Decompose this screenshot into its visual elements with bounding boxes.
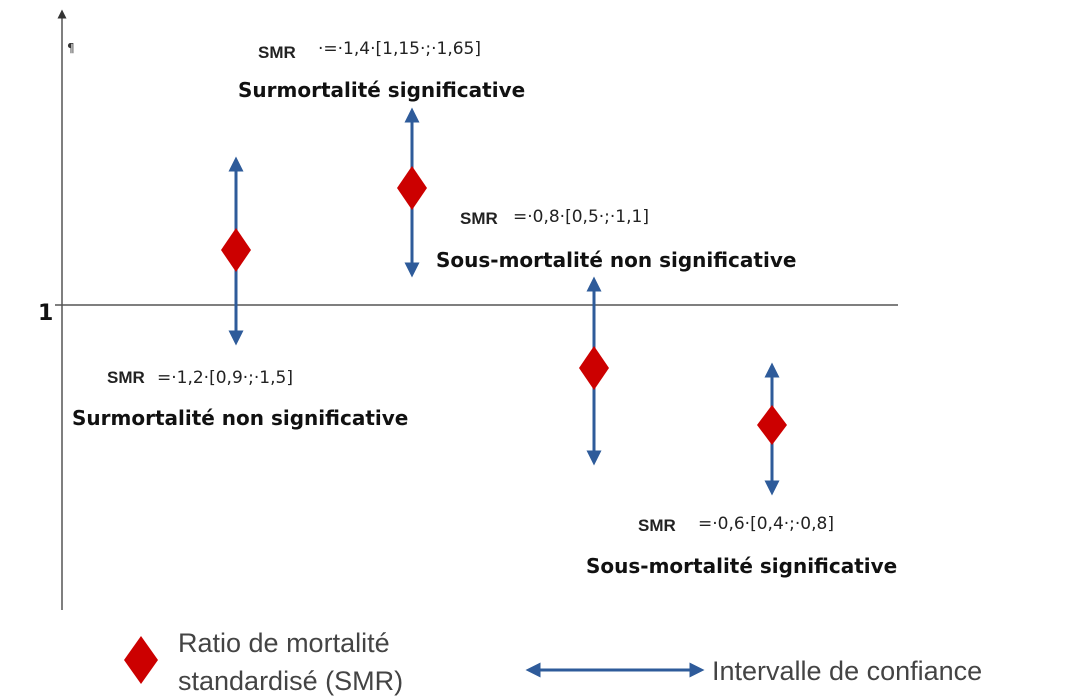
smr-value: =·1,2·[0,9·;·1,5] <box>157 368 293 388</box>
smr-marker <box>221 228 251 272</box>
legend-label: Ratio de mortalité <box>178 628 390 658</box>
legend-marker <box>124 636 158 684</box>
legend-label: standardisé (SMR) <box>178 666 403 696</box>
caption: Surmortalité significative <box>238 78 525 102</box>
smr-label: SMR <box>258 43 296 62</box>
smr-label: SMR <box>638 516 676 535</box>
smr-value: =·0,8·[0,5·;·1,1] <box>513 207 649 227</box>
reference-label: 1 <box>38 301 53 326</box>
caption: Surmortalité non significative <box>72 406 408 430</box>
smr-value: ·=·1,4·[1,15·;·1,65] <box>318 39 481 59</box>
pilcrow: ¶ <box>67 41 75 55</box>
smr-label: SMR <box>107 368 145 387</box>
caption: Sous-mortalité non significative <box>436 248 796 272</box>
caption: Sous-mortalité significative <box>586 554 897 578</box>
smr-label: SMR <box>460 209 498 228</box>
smr-marker <box>757 405 787 445</box>
smr-marker <box>397 166 427 210</box>
smr-value: =·0,6·[0,4·;·0,8] <box>698 514 834 534</box>
legend-label: Intervalle de confiance <box>712 656 982 686</box>
smr-marker <box>579 346 609 390</box>
